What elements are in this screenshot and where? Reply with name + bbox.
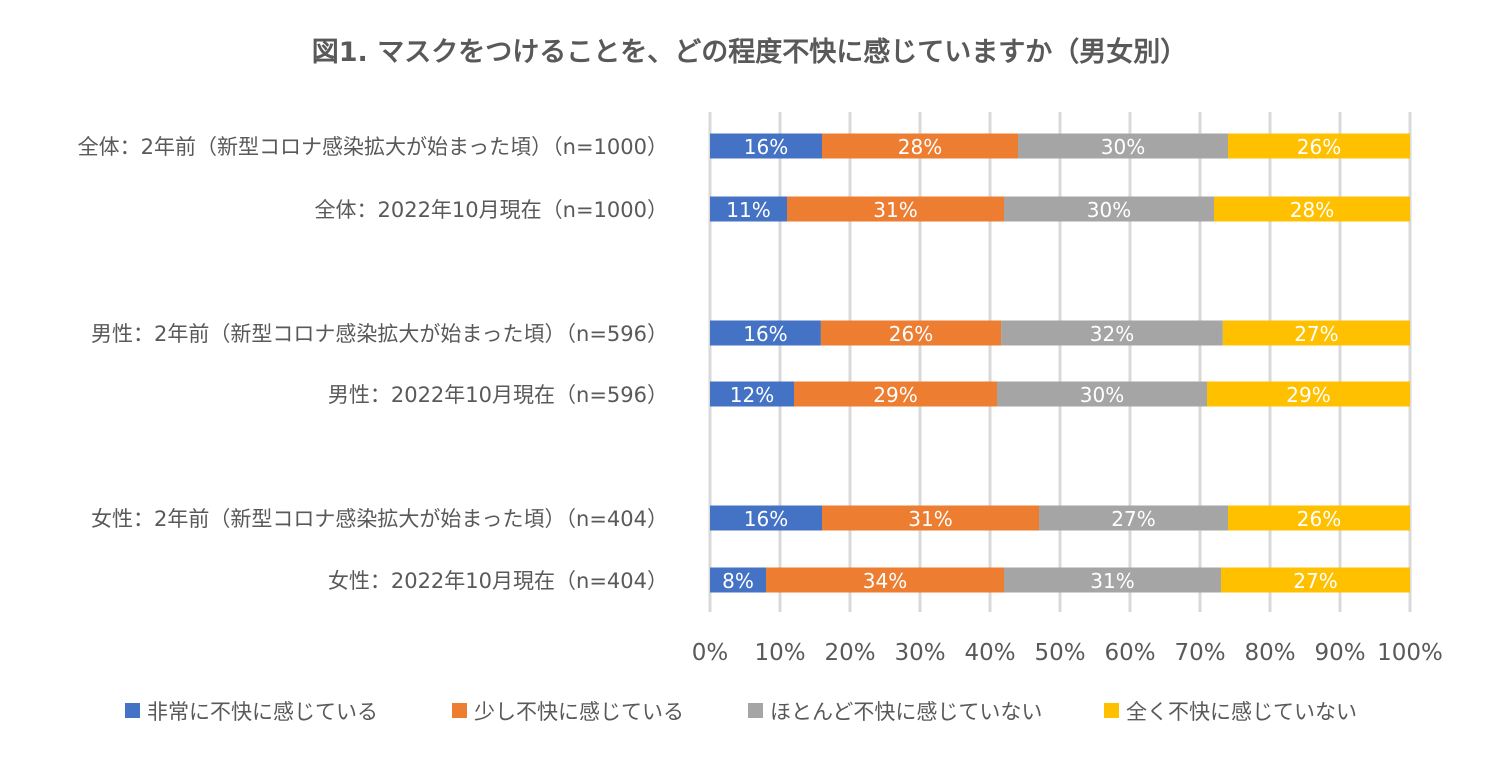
bar-segment: [710, 133, 822, 159]
bar-segment: [1039, 505, 1228, 531]
legend-swatch: [748, 703, 763, 718]
x-tick-label: 40%: [964, 640, 1015, 666]
category-label: 男性：2022年10月現在（n=596）: [328, 383, 668, 407]
bar-segment: [710, 505, 822, 531]
legend-label: 全く不快に感じていない: [1126, 700, 1357, 724]
data-label: 28%: [1290, 198, 1334, 222]
data-label: 16%: [744, 507, 788, 531]
data-label: 31%: [1090, 569, 1134, 593]
data-label: 8%: [722, 569, 754, 593]
bar-segment: [1001, 320, 1223, 346]
data-label: 16%: [744, 135, 788, 159]
bar-segment: [1222, 320, 1410, 346]
bar-segment: [1004, 196, 1214, 222]
data-label: 30%: [1080, 383, 1124, 407]
legend-label: 非常に不快に感じている: [147, 700, 378, 724]
data-label: 11%: [726, 198, 770, 222]
bar-segment: [1228, 133, 1410, 159]
category-label: 全体：2年前（新型コロナ感染拡大が始まった頃）（n=1000）: [78, 135, 668, 159]
data-label: 26%: [889, 322, 933, 346]
bar-segment: [1018, 133, 1228, 159]
bar-segment: [997, 381, 1207, 407]
data-label: 29%: [1286, 383, 1330, 407]
x-tick-label: 70%: [1174, 640, 1225, 666]
data-label: 27%: [1293, 569, 1337, 593]
data-label: 30%: [1087, 198, 1131, 222]
bar-segment: [710, 320, 821, 346]
bar-segment: [710, 381, 794, 407]
x-tick-label: 100%: [1377, 640, 1443, 666]
data-label: 31%: [873, 198, 917, 222]
bar-segment: [1207, 381, 1410, 407]
legend-swatch: [125, 703, 140, 718]
data-label: 26%: [1297, 135, 1341, 159]
bar-segment: [822, 505, 1039, 531]
bar-segment: [766, 567, 1004, 593]
x-tick-label: 60%: [1104, 640, 1155, 666]
legend-label: ほとんど不快に感じていない: [770, 700, 1042, 724]
x-tick-label: 20%: [824, 640, 875, 666]
legend-swatch: [452, 703, 467, 718]
data-label: 12%: [730, 383, 774, 407]
data-label: 34%: [863, 569, 907, 593]
chart-title: 図1. マスクをつけることを、どの程度不快に感じていますか（男女別）: [311, 37, 1188, 68]
bar-segment: [1004, 567, 1221, 593]
bar-segment: [822, 133, 1018, 159]
x-tick-label: 10%: [754, 640, 805, 666]
category-label: 女性：2022年10月現在（n=404）: [328, 569, 668, 593]
bar-segment: [710, 196, 787, 222]
data-label: 28%: [898, 135, 942, 159]
data-label: 32%: [1090, 322, 1134, 346]
bar-segment: [820, 320, 1002, 346]
x-tick-label: 0%: [692, 640, 729, 666]
bar-segment: [710, 567, 766, 593]
data-label: 16%: [743, 322, 787, 346]
category-label: 女性：2年前（新型コロナ感染拡大が始まった頃）（n=404）: [91, 507, 668, 531]
x-tick-label: 90%: [1314, 640, 1365, 666]
data-label: 30%: [1101, 135, 1145, 159]
legend-label: 少し不快に感じている: [474, 700, 684, 724]
x-tick-label: 50%: [1034, 640, 1085, 666]
bar-segment: [1228, 505, 1410, 531]
category-label: 男性：2年前（新型コロナ感染拡大が始まった頃）（n=596）: [91, 322, 668, 346]
data-label: 27%: [1111, 507, 1155, 531]
x-tick-label: 30%: [894, 640, 945, 666]
bar-segment: [1221, 567, 1410, 593]
bar-segment: [787, 196, 1004, 222]
data-label: 26%: [1297, 507, 1341, 531]
legend-swatch: [1104, 703, 1119, 718]
data-label: 29%: [873, 383, 917, 407]
bar-segment: [794, 381, 997, 407]
x-tick-label: 80%: [1244, 640, 1295, 666]
data-label: 27%: [1294, 322, 1338, 346]
data-label: 31%: [908, 507, 952, 531]
category-label: 全体：2022年10月現在（n=1000）: [314, 198, 668, 222]
bar-segment: [1214, 196, 1410, 222]
